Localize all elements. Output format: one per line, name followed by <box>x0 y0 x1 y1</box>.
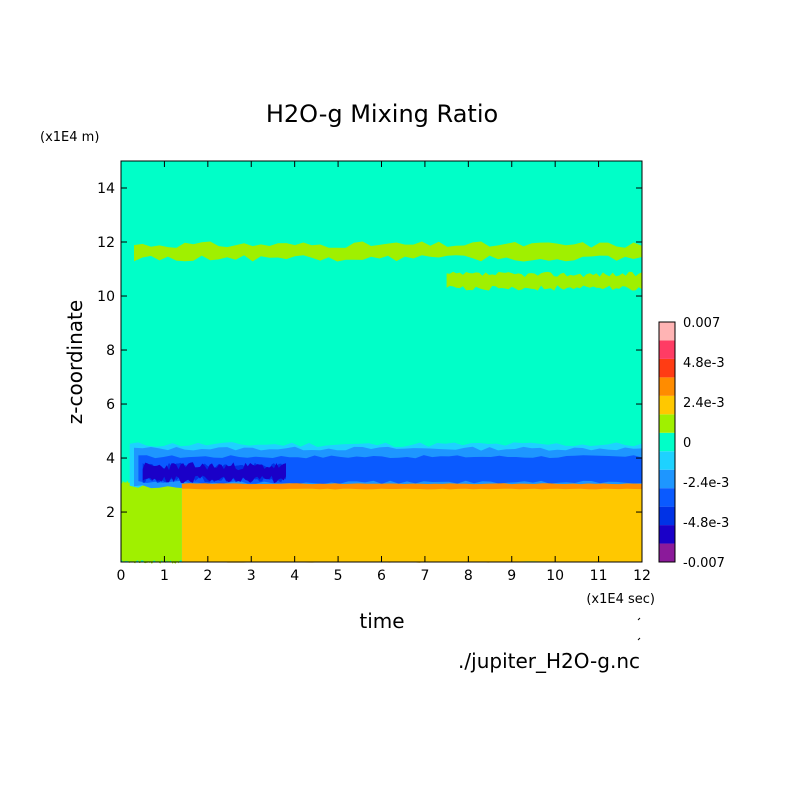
y-unit-label: (x1E4 m) <box>40 130 99 145</box>
colorbar-swatch <box>659 469 675 489</box>
contour-region-depletion-core <box>142 462 286 484</box>
x-tick-label: 3 <box>247 568 256 584</box>
colorbar-swatch <box>659 340 675 359</box>
x-tick-label: 4 <box>290 568 299 584</box>
colorbar-label: 0 <box>683 436 691 451</box>
y-axis-ticks: 2 4 6 8 10 12 14 <box>97 181 642 521</box>
x-tick-label: 9 <box>507 568 516 584</box>
y-tick-label: 4 <box>106 451 115 467</box>
colorbar-frame <box>658 321 676 563</box>
colorbar-swatch <box>659 358 675 378</box>
x-unit-label: (x1E4 sec) <box>586 592 655 607</box>
colorbar-label: -2.4e-3 <box>683 476 729 491</box>
colorbar-swatch <box>659 506 675 526</box>
colorbar-swatch <box>659 322 675 341</box>
x-tick-label: 1 <box>160 568 169 584</box>
y-tick-label: 8 <box>106 343 115 359</box>
x-tick-label: 8 <box>464 568 473 584</box>
colorbar-swatch <box>659 451 675 470</box>
x-axis-label: time <box>359 609 404 633</box>
colorbar-label: 0.007 <box>683 316 720 331</box>
x-tick-label: 11 <box>590 568 608 584</box>
colorbar-label: 4.8e-3 <box>683 356 725 371</box>
y-tick-label: 2 <box>106 505 115 521</box>
colorbar-swatch <box>659 543 675 562</box>
y-tick-label: 10 <box>97 289 115 305</box>
y-tick-label: 6 <box>106 397 115 413</box>
y-tick-label: 12 <box>97 235 115 251</box>
x-tick-label: 10 <box>546 568 564 584</box>
colorbar-label: -4.8e-3 <box>683 516 729 531</box>
colorbar-swatch <box>659 395 675 415</box>
x-tick-label: 5 <box>334 568 343 584</box>
x-tick-label: 12 <box>633 568 651 584</box>
plot-area <box>121 161 643 564</box>
x-tick-label: 7 <box>420 568 429 584</box>
colorbar-swatch <box>659 488 675 507</box>
colorbar-swatch <box>659 414 675 433</box>
contour-region-upper-moist-band <box>134 241 642 262</box>
x-tick-label: 0 <box>117 568 126 584</box>
contour-region-lower-layer <box>181 487 643 563</box>
colorbar-swatch <box>659 432 675 452</box>
contour-region-transition <box>181 483 643 490</box>
x-tick-label: 2 <box>203 568 212 584</box>
colorbar: 0.007 4.8e-3 2.4e-3 0 -2.4e-3 -4.8e-3 -0.007 <box>658 316 729 571</box>
source-filename: ./jupiter_H2O-g.nc <box>458 649 640 673</box>
colorbar-label: 2.4e-3 <box>683 396 725 411</box>
stray-marks <box>637 617 641 641</box>
y-tick-label: 14 <box>97 181 115 197</box>
x-tick-label: 6 <box>377 568 386 584</box>
contour-region-initial-moist <box>121 480 182 564</box>
chart-title: H2O-g Mixing Ratio <box>266 100 498 128</box>
contour-region-secondary-moist-band <box>446 271 642 291</box>
y-axis-label: z-coordinate <box>63 300 87 424</box>
colorbar-label: -0.007 <box>683 556 725 571</box>
colorbar-swatch <box>659 525 675 544</box>
colorbar-swatch <box>659 377 675 396</box>
x-axis-ticks: 0 1 2 3 4 5 6 7 8 9 10 11 12 <box>117 161 651 584</box>
